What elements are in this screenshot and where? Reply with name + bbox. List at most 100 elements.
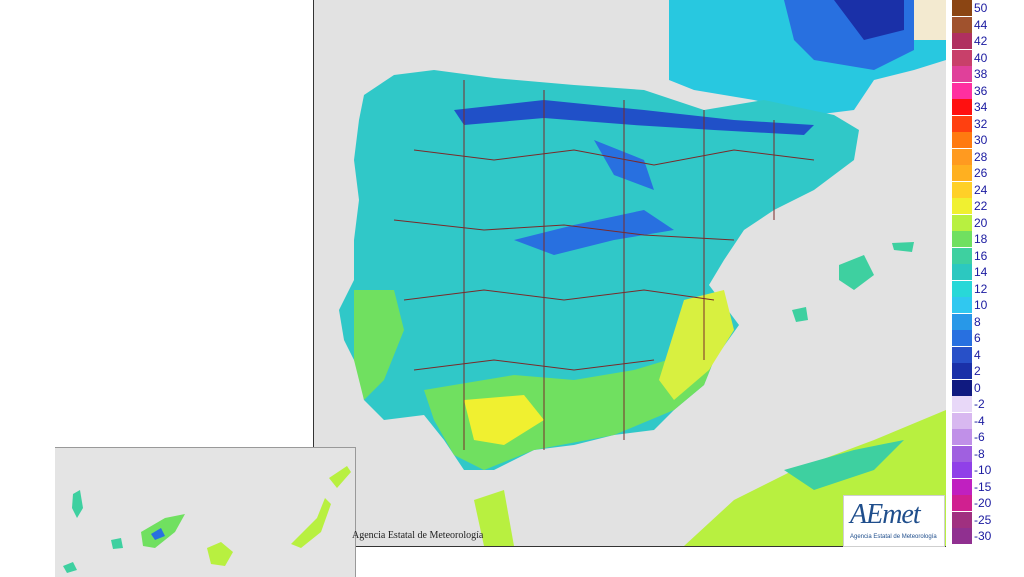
- legend-swatch: [952, 148, 972, 165]
- legend-label: 2: [974, 364, 981, 378]
- legend-item: -4: [950, 412, 1024, 429]
- legend-label: 40: [974, 50, 988, 65]
- legend-label: 18: [974, 232, 988, 246]
- legend-label: 4: [974, 347, 981, 362]
- legend-item: -2: [950, 396, 1024, 412]
- north-africa-mountains: [784, 440, 904, 490]
- legend-item: 20: [950, 214, 1024, 231]
- el-hierro: [63, 562, 77, 573]
- logo-subtitle: Agencia Estatal de Meteorología: [850, 534, 937, 540]
- legend-label: 28: [974, 149, 988, 164]
- legend-item: 22: [950, 198, 1024, 214]
- legend-swatch: [952, 511, 972, 528]
- menorca: [892, 242, 914, 252]
- central-system: [514, 210, 674, 255]
- legend-swatch: [952, 445, 972, 462]
- legend-swatch: [952, 264, 972, 280]
- legend-item: -30: [950, 528, 1024, 544]
- legend-swatch: [952, 99, 972, 115]
- legend-swatch: [952, 214, 972, 231]
- legend-label: 26: [974, 166, 988, 180]
- legend-item: 12: [950, 280, 1024, 297]
- legend-swatch: [952, 528, 972, 544]
- legend-item: 32: [950, 115, 1024, 132]
- ceuta-strait: [474, 490, 514, 546]
- legend-item: 0: [950, 379, 1024, 396]
- legend-item: -8: [950, 445, 1024, 462]
- legend-label: 14: [974, 265, 988, 279]
- legend-swatch: [952, 247, 972, 264]
- legend-item: 30: [950, 132, 1024, 148]
- aemet-logo: AEmet Agencia Estatal de Meteorología: [843, 495, 945, 547]
- legend-item: 10: [950, 297, 1024, 313]
- legend-swatch: [952, 231, 972, 247]
- legend-swatch: [952, 396, 972, 412]
- gran-canaria: [207, 542, 233, 566]
- legend-swatch: [952, 49, 972, 66]
- legend-swatch: [952, 363, 972, 379]
- legend-label: 0: [974, 380, 981, 395]
- alps-cold-zone: [834, 0, 904, 40]
- legend-swatch: [952, 297, 972, 313]
- legend-item: 28: [950, 148, 1024, 165]
- lanzarote: [329, 466, 351, 488]
- legend-swatch: [952, 16, 972, 33]
- legend-item: -20: [950, 495, 1024, 511]
- legend-swatch: [952, 412, 972, 429]
- legend-swatch: [952, 33, 972, 49]
- legend-item: 16: [950, 247, 1024, 264]
- legend-label: -20: [974, 496, 992, 510]
- legend-item: 36: [950, 82, 1024, 99]
- legend-item: 14: [950, 264, 1024, 280]
- logo-word: AEmet: [850, 499, 921, 530]
- legend-item: 18: [950, 231, 1024, 247]
- legend-label: 38: [974, 67, 988, 81]
- legend-swatch: [952, 478, 972, 495]
- legend-label: 36: [974, 83, 988, 98]
- tenerife: [141, 514, 185, 548]
- legend-item: 40: [950, 49, 1024, 66]
- legend-item: -10: [950, 462, 1024, 478]
- legend-swatch: [952, 132, 972, 148]
- legend-label: 22: [974, 199, 988, 213]
- legend-label: 24: [974, 182, 988, 197]
- legend-swatch: [952, 280, 972, 297]
- legend-item: 4: [950, 346, 1024, 363]
- legend-item: 50: [950, 0, 1024, 16]
- legend-swatch: [952, 495, 972, 511]
- legend-swatch: [952, 330, 972, 346]
- temperature-legend: 50 44 42 40 38 36 34 32 30 28 26 24 22 20 18 16 14 12 10 8 6…: [950, 0, 1024, 544]
- legend-label: 20: [974, 215, 988, 230]
- legend-label: -10: [974, 463, 992, 477]
- legend-label: -6: [974, 430, 985, 444]
- legend-label: -8: [974, 446, 985, 461]
- legend-item: 38: [950, 66, 1024, 82]
- legend-label: 42: [974, 34, 988, 48]
- murcia-hot-zone: [659, 290, 734, 400]
- la-gomera: [111, 538, 123, 549]
- legend-swatch: [952, 165, 972, 181]
- mallorca: [839, 255, 874, 290]
- la-palma: [72, 490, 83, 518]
- legend-swatch: [952, 429, 972, 445]
- legend-swatch: [952, 462, 972, 478]
- legend-label: 32: [974, 116, 988, 131]
- legend-swatch: [952, 198, 972, 214]
- legend-item: 2: [950, 363, 1024, 379]
- legend-swatch: [952, 115, 972, 132]
- canary-islands-inset: [55, 447, 356, 577]
- legend-label: 34: [974, 100, 988, 114]
- legend-label: 6: [974, 331, 981, 345]
- legend-item: 6: [950, 330, 1024, 346]
- temperature-map: [313, 0, 946, 547]
- legend-swatch: [952, 379, 972, 396]
- legend-item: 24: [950, 181, 1024, 198]
- portugal-coast-warm: [354, 290, 404, 400]
- legend-label: -15: [974, 479, 992, 494]
- iberian-peninsula: [339, 70, 859, 470]
- legend-item: 44: [950, 16, 1024, 33]
- fuerteventura: [291, 498, 331, 548]
- legend-swatch: [952, 346, 972, 363]
- legend-item: -6: [950, 429, 1024, 445]
- legend-swatch: [952, 181, 972, 198]
